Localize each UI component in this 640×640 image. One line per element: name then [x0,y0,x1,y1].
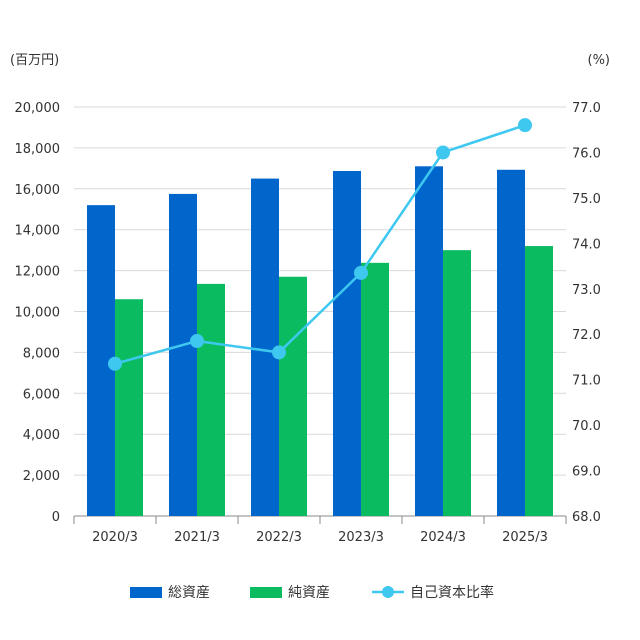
x-axis-ticks: 2020/3 2021/3 2022/3 2023/3 2024/3 2025/3 [73,516,567,545]
x-tick-label: 2020/3 [92,530,138,545]
ratio-point [518,118,532,133]
left-tick-label: 14,000 [15,224,61,239]
ratio-line-path [114,123,526,365]
right-tick-label: 77.0 [572,101,601,116]
legend-label: 総資産 [168,585,210,601]
left-tick-label: 8,000 [23,346,60,361]
net-assets-bar [443,250,471,516]
net-assets-bar [279,276,307,516]
right-tick-label: 75.0 [572,192,601,207]
ratio-point [108,356,122,371]
total-assets-bar [169,193,197,516]
right-axis-unit: (%) [588,53,611,68]
bars [87,166,553,517]
ratio-point [272,345,286,360]
right-axis-ticks: 68.0 69.0 70.0 71.0 72.0 73.0 74.0 75.0 76.0 77.0 [572,101,601,525]
legend: 総資産 純資産 自己資本比率 [130,584,494,601]
ratio-line [108,118,532,371]
legend-marker [382,586,394,598]
ratio-point [436,145,450,160]
right-tick-label: 74.0 [572,237,601,252]
left-tick-label: 16,000 [15,183,61,198]
total-assets-bar [497,169,525,516]
left-tick-label: 10,000 [15,306,61,321]
right-tick-label: 72.0 [572,328,601,343]
right-tick-label: 70.0 [572,419,601,434]
legend-label: 純資産 [288,585,330,601]
left-axis-ticks: 0 2,000 4,000 6,000 8,000 10,000 12,000 14,000 1… [15,101,61,525]
right-tick-label: 76.0 [572,146,601,161]
legend-swatch [130,587,162,598]
left-tick-label: 4,000 [23,428,60,443]
x-tick-label: 2023/3 [338,530,384,545]
right-tick-label: 73.0 [572,283,601,298]
x-tick-label: 2022/3 [256,530,302,545]
left-tick-label: 18,000 [15,142,61,157]
net-assets-bar [197,283,225,516]
right-tick-label: 68.0 [572,510,601,525]
right-tick-label: 71.0 [572,374,601,389]
left-axis-unit: (百万円) [10,53,59,68]
legend-label: 自己資本比率 [410,584,494,601]
net-assets-bar [115,299,143,516]
right-tick-label: 69.0 [572,465,601,480]
legend-swatch [250,587,282,598]
x-tick-label: 2025/3 [502,530,548,545]
ratio-point [354,265,368,280]
x-tick-label: 2021/3 [174,530,220,545]
ratio-point [190,334,204,349]
left-tick-label: 20,000 [15,101,61,116]
net-assets-bar [525,246,553,516]
total-assets-bar [333,171,361,517]
total-assets-bar [415,166,443,516]
left-tick-label: 12,000 [15,265,61,280]
net-assets-bar [361,262,389,516]
left-tick-label: 2,000 [23,469,60,484]
left-tick-label: 6,000 [23,387,60,402]
x-tick-label: 2024/3 [420,530,466,545]
left-tick-label: 0 [52,510,60,525]
